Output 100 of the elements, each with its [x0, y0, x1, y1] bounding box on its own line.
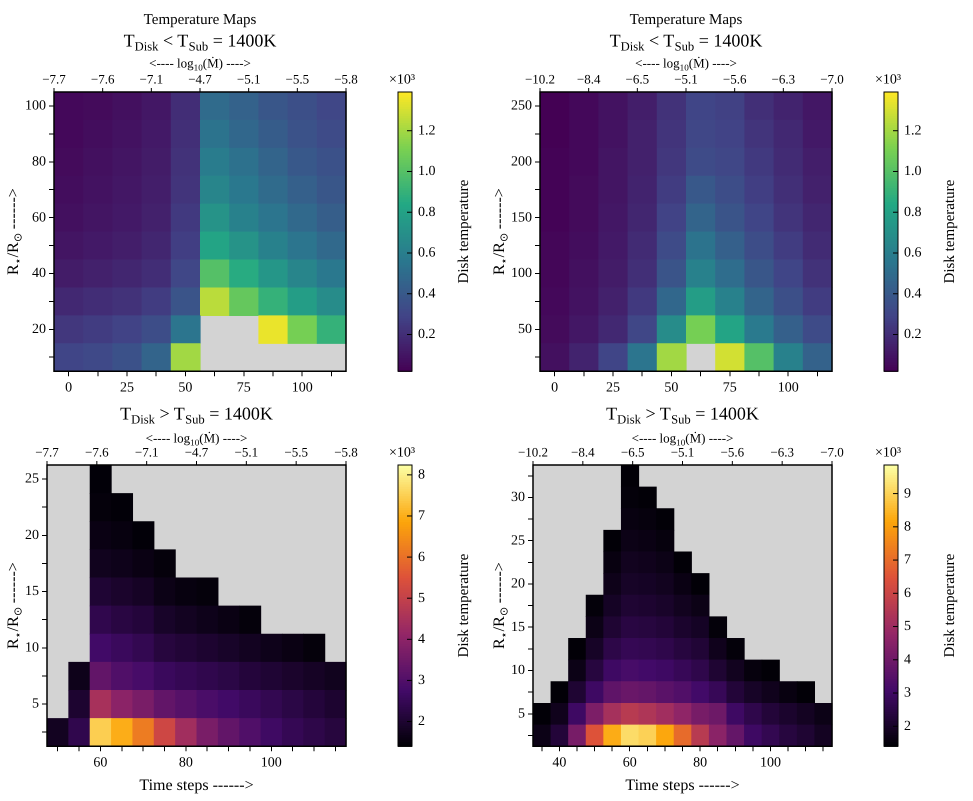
- color-bar-label: 7: [418, 508, 425, 524]
- color-bar-title: Disk temperature: [456, 179, 472, 284]
- color-bar-label: 5: [904, 619, 911, 634]
- y-axis-title: R⋆/R⊙ ------>: [5, 188, 25, 275]
- y-axis-title: R⋆/R⊙ ------>: [491, 562, 511, 649]
- y-tick-label: 200: [511, 154, 532, 170]
- color-bar-label: 8: [904, 519, 911, 534]
- x-tick-label: 80: [178, 755, 193, 770]
- x-tick-label: 50: [664, 380, 678, 396]
- y-tick-label: 25: [511, 533, 525, 548]
- text: −5.6: [720, 444, 745, 460]
- text: −7.0: [820, 444, 844, 460]
- x-axis-title: Time steps ------>: [625, 777, 740, 794]
- y-tick-label: 25: [25, 472, 39, 487]
- color-bar-title: Disk temperature: [942, 179, 958, 284]
- y-axis-title: R⋆/R⊙ ------>: [5, 562, 25, 649]
- color-bar-label: 0.8: [904, 204, 922, 220]
- text: −7.7: [35, 444, 60, 460]
- text: −8.4: [571, 444, 596, 460]
- x-tick-label: 100: [760, 755, 781, 770]
- color-bar-label: 1.0: [418, 164, 436, 180]
- color-bar-label: 0.6: [418, 246, 436, 261]
- text: −8.4: [576, 71, 601, 86]
- y-tick-label: 80: [32, 154, 46, 170]
- y-tick-label: 30: [511, 490, 525, 506]
- text: −5.1: [236, 71, 260, 86]
- color-bar-label: 6: [904, 586, 911, 601]
- text: −5.1: [670, 444, 694, 460]
- chart-title: Temperature Maps: [144, 12, 256, 28]
- text: −7.1: [140, 71, 164, 86]
- color-bar-label: 1.2: [418, 123, 436, 138]
- text: −4.7: [184, 444, 209, 460]
- x-tick-label: 80: [693, 755, 708, 770]
- color-bar-label: 9: [904, 486, 911, 502]
- color-bar-label: 0.8: [418, 204, 436, 220]
- color-bar-title: Disk temperature: [456, 553, 472, 658]
- text: −5.5: [286, 71, 310, 86]
- y-tick-label: 5: [518, 706, 525, 722]
- x-tick-label: 100: [292, 380, 313, 396]
- x-tick-label: 0: [551, 380, 558, 396]
- text: −5.5: [284, 444, 308, 460]
- text: −7.7: [42, 71, 66, 86]
- chart-title: Temperature Maps: [630, 12, 742, 28]
- color-bar-label: 7: [904, 552, 911, 568]
- x-tick-label: 25: [606, 380, 620, 396]
- color-bar-label: 6: [418, 550, 425, 565]
- x-tick-label: 60: [93, 755, 108, 770]
- color-bar-label: 1.2: [904, 123, 922, 138]
- y-tick-label: 20: [32, 322, 46, 337]
- x-tick-label: 75: [722, 380, 737, 396]
- x-tick-label: 40: [552, 755, 566, 770]
- y-tick-label: 5: [32, 696, 39, 712]
- color-bar-label: 0.4: [418, 286, 436, 302]
- text: ×10³: [388, 72, 416, 88]
- text: −6.3: [770, 444, 794, 460]
- text: −7.0: [820, 71, 844, 86]
- text: −6.5: [620, 444, 644, 460]
- y-tick-label: 60: [32, 210, 46, 226]
- x-tick-label: 60: [622, 755, 637, 770]
- color-bar-label: 4: [418, 632, 425, 647]
- text: ×10³: [874, 446, 902, 461]
- color-bar-label: 8: [418, 468, 425, 483]
- text: −10.2: [524, 71, 556, 86]
- color-bar-title: Disk temperature: [942, 553, 958, 658]
- y-tick-label: 150: [511, 210, 532, 226]
- color-bar-label: 3: [418, 673, 425, 688]
- x-tick-label: 50: [178, 380, 192, 396]
- y-tick-label: 100: [511, 266, 532, 282]
- x-tick-label: 100: [260, 755, 282, 770]
- y-tick-label: 10: [25, 640, 39, 656]
- text: −5.6: [722, 71, 747, 86]
- color-bar-label: 0.2: [418, 327, 436, 342]
- text: −5.1: [674, 71, 698, 86]
- text: −6.3: [772, 71, 796, 86]
- y-tick-label: 20: [25, 528, 39, 543]
- y-tick-label: 15: [511, 620, 525, 635]
- color-bar-label: 2: [904, 718, 911, 734]
- color-bar-label: 2: [418, 714, 425, 730]
- y-tick-label: 50: [518, 322, 532, 337]
- text: −7.6: [85, 444, 110, 460]
- x-tick-label: 100: [778, 380, 799, 396]
- text: −7.6: [90, 71, 115, 86]
- color-bar-label: 0.6: [904, 246, 922, 261]
- text: ×10³: [874, 72, 902, 88]
- text: −4.7: [188, 71, 212, 86]
- text: ×10³: [388, 446, 416, 461]
- x-axis-title: Time steps ------>: [139, 777, 254, 794]
- text: −5.1: [234, 444, 258, 460]
- x-tick-label: 0: [65, 380, 72, 396]
- text: −10.2: [518, 444, 548, 460]
- color-bar-label: 0.2: [904, 327, 922, 342]
- x-tick-label: 25: [120, 380, 134, 396]
- y-tick-label: 40: [32, 266, 46, 282]
- text: −5.8: [334, 444, 358, 460]
- y-tick-label: 250: [511, 98, 532, 114]
- color-bar-label: 3: [904, 686, 911, 701]
- color-bar-label: 0.4: [904, 286, 922, 302]
- y-tick-label: 20: [511, 576, 525, 592]
- y-tick-label: 10: [511, 663, 525, 678]
- y-axis-title: R⋆/R⊙ ------>: [491, 188, 511, 275]
